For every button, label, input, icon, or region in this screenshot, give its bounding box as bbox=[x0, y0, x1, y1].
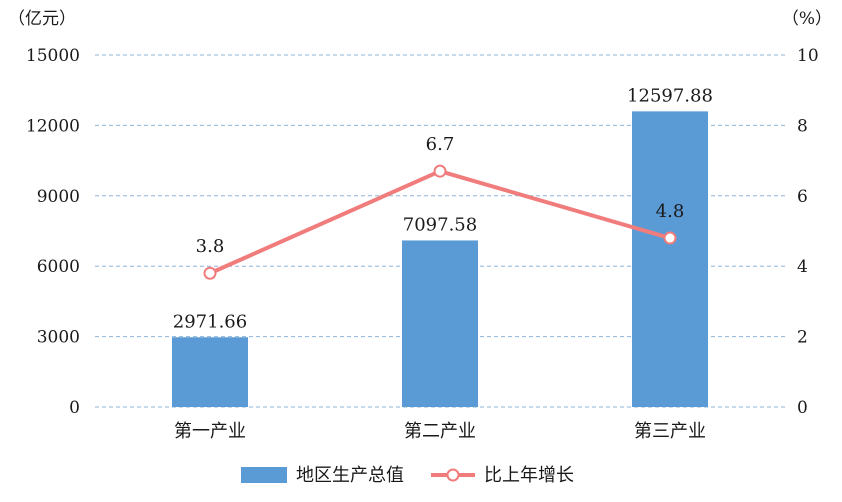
line-point-1 bbox=[433, 164, 447, 178]
bar-value-label-1: 7097.58 bbox=[403, 214, 477, 235]
legend-marker-growth bbox=[446, 468, 460, 482]
left-tick-label-3: 9000 bbox=[37, 187, 80, 207]
legend-layer: 地区生产总值 比上年增长 bbox=[241, 465, 574, 486]
bar-value-label-0: 2971.66 bbox=[173, 311, 247, 332]
left-tick-label-2: 6000 bbox=[37, 257, 80, 277]
right-tick-label-5: 10 bbox=[797, 46, 819, 66]
category-label-0: 第一产业 bbox=[174, 421, 246, 442]
category-label-2: 第三产业 bbox=[634, 421, 706, 442]
legend-label-gdp: 地区生产总值 bbox=[296, 465, 404, 486]
left-tick-label-0: 0 bbox=[69, 398, 80, 418]
right-axis-unit: （%） bbox=[782, 9, 832, 29]
bar-value-label-2: 12597.88 bbox=[627, 85, 713, 106]
legend-swatch-gdp bbox=[241, 467, 287, 483]
right-tick-label-0: 0 bbox=[797, 398, 808, 418]
line-value-label-0: 3.8 bbox=[196, 236, 225, 257]
bar-2 bbox=[632, 111, 708, 407]
right-tick-label-3: 6 bbox=[797, 187, 808, 207]
bar-layer bbox=[172, 111, 708, 407]
left-axis-unit: （亿元） bbox=[8, 9, 76, 29]
left-tick-label-5: 15000 bbox=[26, 46, 80, 66]
line-layer bbox=[203, 164, 677, 280]
line-point-2 bbox=[663, 231, 677, 245]
left-tick-label-4: 12000 bbox=[26, 116, 80, 136]
right-tick-label-1: 2 bbox=[797, 328, 808, 348]
line-value-label-2: 4.8 bbox=[656, 201, 685, 222]
axis-layer: 0 3000 6000 9000 12000 15000 0 2 4 6 8 10 （亿元） （%） 第一产… bbox=[8, 9, 832, 442]
right-tick-label-4: 8 bbox=[797, 116, 808, 136]
category-label-1: 第二产业 bbox=[404, 421, 476, 442]
label-layer: 2971.66 7097.58 12597.88 3.8 6.7 4.8 bbox=[173, 85, 713, 332]
right-tick-label-2: 4 bbox=[797, 257, 808, 277]
bar-0 bbox=[172, 337, 248, 407]
legend-label-growth: 比上年增长 bbox=[484, 465, 574, 486]
left-tick-label-1: 3000 bbox=[37, 328, 80, 348]
line-value-label-1: 6.7 bbox=[426, 134, 455, 155]
line-point-0 bbox=[203, 266, 217, 280]
bar-1 bbox=[402, 240, 478, 407]
